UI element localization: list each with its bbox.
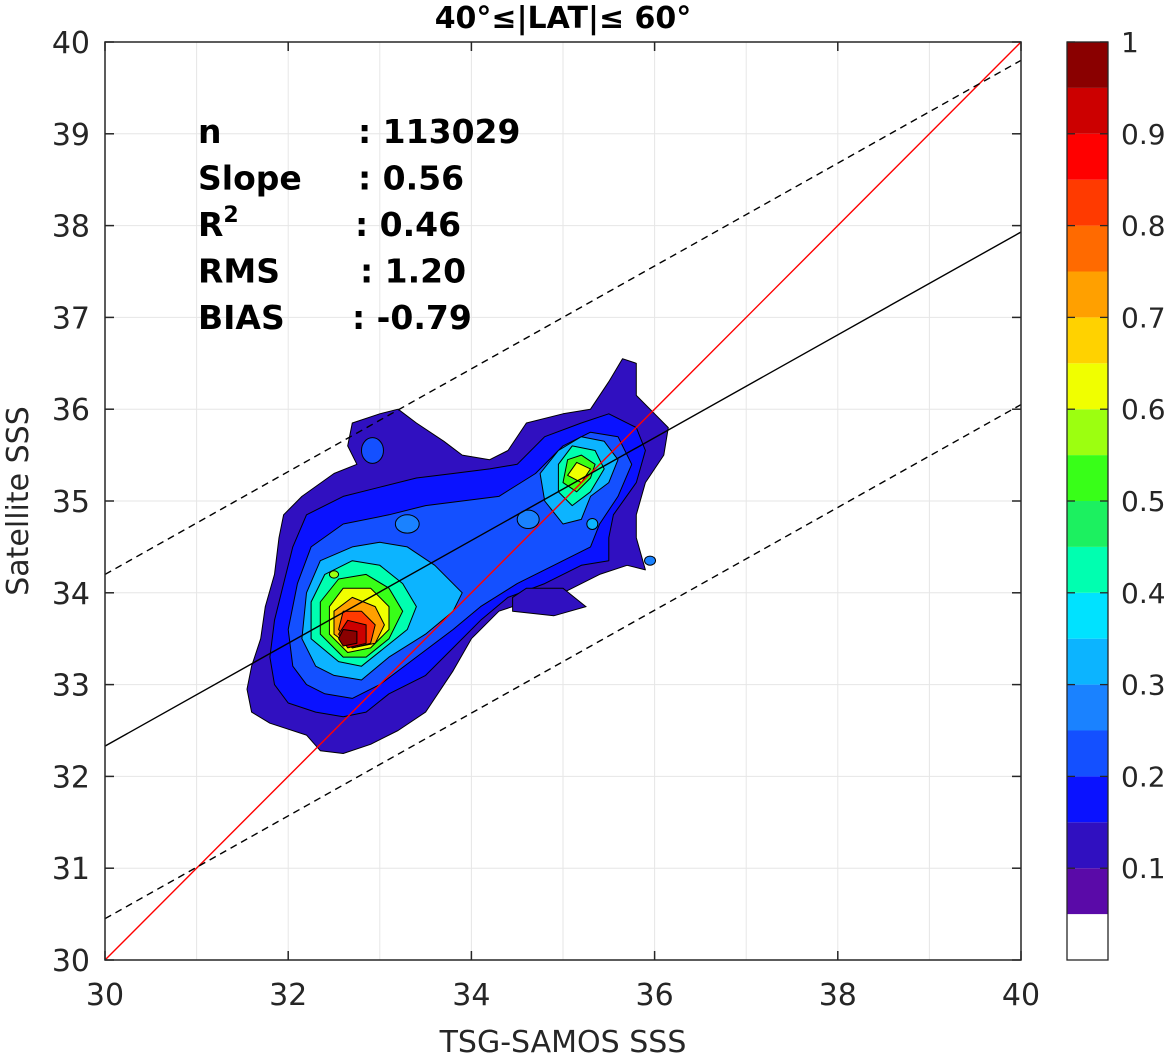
colorbar-tick-label: 1 <box>1121 26 1139 59</box>
x-tick-label: 36 <box>636 978 674 1013</box>
colorbar-segment <box>1067 179 1108 226</box>
reference-lines <box>105 42 1021 960</box>
axis-ticks: 30 32 34 36 38 40 30 31 32 33 34 35 36 37 38 39 40 <box>52 26 1040 1013</box>
stat-label: BIAS <box>198 298 285 337</box>
colorbar-segment <box>1067 730 1108 777</box>
y-tick-label: 40 <box>52 26 90 61</box>
colorbar-segment <box>1067 776 1108 823</box>
colorbar-segment <box>1067 684 1108 731</box>
colorbar-segment <box>1067 501 1108 547</box>
colorbar-tick-label: 0.3 <box>1121 669 1166 702</box>
y-tick-label: 34 <box>52 577 90 612</box>
stat-value: : 0.46 <box>355 205 461 244</box>
colorbar-tick-label: 0.7 <box>1121 301 1166 334</box>
colorbar-tick-label: 0.5 <box>1121 485 1166 518</box>
y-tick-label: 39 <box>52 118 90 153</box>
colorbar-tick-label: 0.2 <box>1121 760 1166 793</box>
colorbar-segment <box>1067 914 1108 960</box>
contour-island <box>586 517 599 530</box>
contour-level-0.95 <box>338 629 358 647</box>
colorbar-segment <box>1067 868 1108 915</box>
y-tick-label: 33 <box>52 669 90 704</box>
colorbar-segment <box>1067 363 1108 410</box>
one-to-one-line <box>105 42 1021 960</box>
x-axis-label: TSG-SAMOS SSS <box>439 1025 687 1055</box>
colorbar-segment <box>1067 592 1108 639</box>
contour-island <box>644 555 657 566</box>
x-tick-label: 40 <box>1002 978 1040 1013</box>
chart-title: 40°≤|LAT|≤ 60° <box>435 1 692 36</box>
colorbar-segment <box>1067 638 1108 685</box>
y-tick-label: 37 <box>52 301 90 336</box>
y-tick-label: 30 <box>52 944 90 979</box>
colorbar: 0.1 0.2 0.3 0.4 0.5 0.6 0.7 0.8 0.9 1 <box>1066 26 1166 961</box>
x-tick-label: 32 <box>269 978 307 1013</box>
y-tick-label: 31 <box>52 852 90 887</box>
colorbar-segment <box>1067 87 1108 134</box>
colorbar-segment <box>1067 271 1108 318</box>
colorbar-segment <box>1067 409 1108 456</box>
colorbar-tick-label: 0.9 <box>1121 118 1166 151</box>
y-tick-label: 36 <box>52 393 90 428</box>
stat-value: : 113029 <box>358 112 520 151</box>
y-tick-label: 38 <box>52 210 90 245</box>
x-tick-label: 34 <box>452 978 490 1013</box>
colorbar-tick-label: 0.4 <box>1121 577 1166 610</box>
colorbar-segment <box>1067 317 1108 364</box>
y-tick-label: 35 <box>52 485 90 520</box>
colorbar-tick-label: 0.1 <box>1121 852 1166 885</box>
colorbar-segment <box>1067 133 1108 180</box>
contour-island <box>360 437 384 464</box>
stat-value: : -0.79 <box>352 298 472 337</box>
x-tick-label: 38 <box>819 978 857 1013</box>
colorbar-segment <box>1067 822 1108 869</box>
colorbar-segment <box>1067 42 1108 88</box>
colorbar-segment <box>1067 546 1108 593</box>
contour-island <box>394 514 420 534</box>
colorbar-tick-label: 0.8 <box>1121 210 1166 243</box>
stat-superscript: 2 <box>223 203 238 228</box>
stat-value: : 0.56 <box>358 159 464 198</box>
contour-hole <box>512 587 587 617</box>
colorbar-segment <box>1067 225 1108 272</box>
stat-label: n <box>198 112 222 151</box>
colorbar-tick-label: 0.6 <box>1121 393 1166 426</box>
stat-value: : 1.20 <box>360 252 466 291</box>
stat-label: RMS <box>198 252 280 291</box>
y-axis-label: Satellite SSS <box>1 406 36 596</box>
x-tick-label: 30 <box>86 978 124 1013</box>
regression-line <box>105 231 1021 747</box>
contour-level-0.6 <box>567 461 591 484</box>
y-tick-label: 32 <box>52 760 90 795</box>
colorbar-segment <box>1067 455 1108 501</box>
stat-label: Slope <box>198 159 302 198</box>
contour-island <box>516 509 540 530</box>
contour-island <box>328 570 340 579</box>
